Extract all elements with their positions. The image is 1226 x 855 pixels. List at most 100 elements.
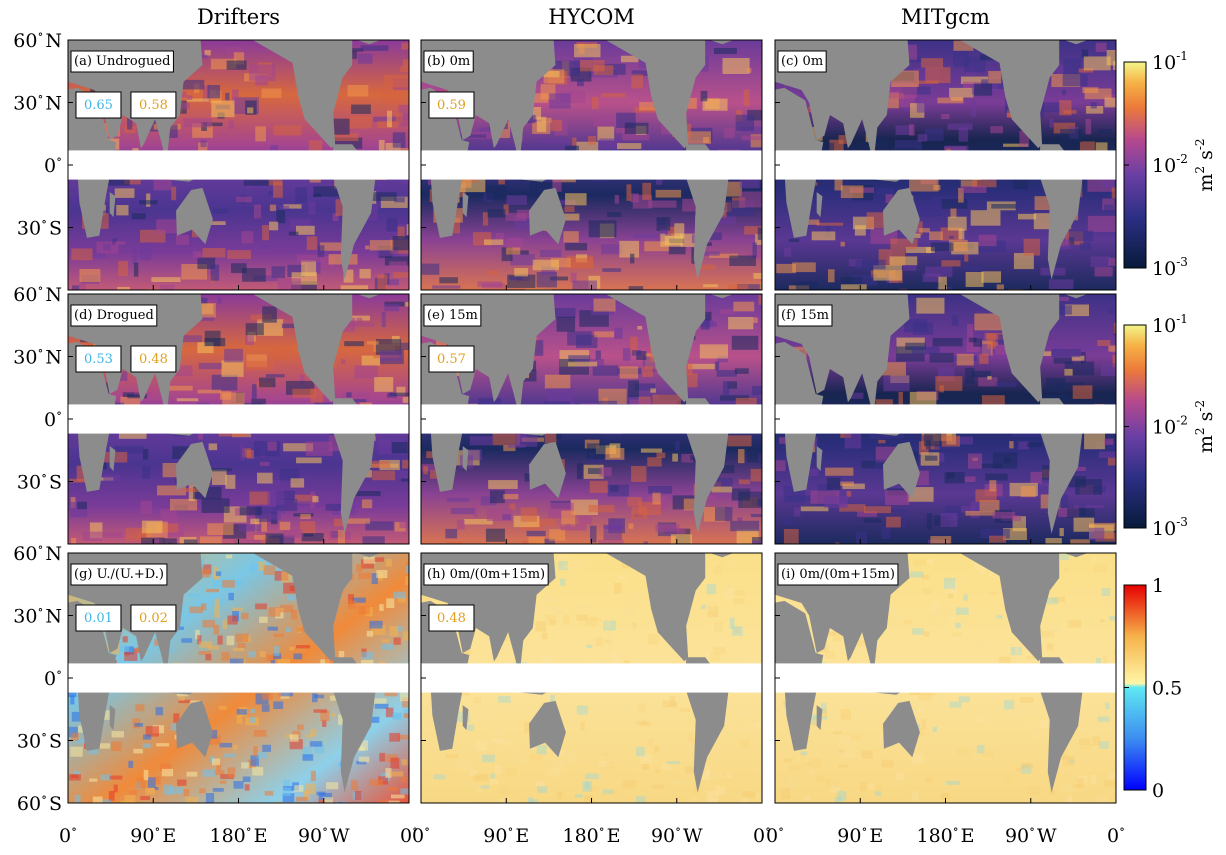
field-cell bbox=[639, 722, 652, 726]
field-cell bbox=[815, 775, 825, 781]
field-cell bbox=[1031, 729, 1044, 740]
field-cell bbox=[751, 540, 762, 544]
field-cell bbox=[644, 241, 670, 252]
field-cell bbox=[232, 744, 238, 750]
field-cell bbox=[536, 745, 547, 755]
australia-landmass bbox=[529, 187, 566, 245]
stat-value-orange: 0.57 bbox=[437, 352, 466, 367]
stat-box bbox=[130, 604, 177, 632]
north-america-landmass bbox=[252, 553, 353, 662]
field-cell bbox=[119, 368, 128, 381]
field-cell bbox=[746, 706, 753, 714]
field-cell bbox=[487, 270, 499, 276]
field-cell bbox=[199, 641, 213, 648]
field-cell bbox=[559, 578, 566, 586]
field-cell bbox=[253, 746, 258, 757]
field-cell bbox=[477, 713, 489, 720]
field-cell bbox=[728, 316, 754, 330]
field-cell bbox=[214, 598, 220, 608]
field-cell bbox=[604, 638, 614, 647]
field-cell bbox=[839, 735, 851, 746]
field-cell bbox=[890, 238, 918, 250]
field-cell bbox=[911, 753, 924, 764]
australia-landmass bbox=[529, 441, 566, 499]
field-cell bbox=[378, 776, 389, 785]
field-cell bbox=[840, 185, 864, 199]
field-cell bbox=[402, 177, 409, 185]
field-cell bbox=[627, 624, 640, 630]
field-cell bbox=[1101, 588, 1111, 597]
field-cell bbox=[269, 204, 277, 212]
field-cell bbox=[117, 286, 130, 290]
field-cell bbox=[985, 473, 1008, 481]
field-cell bbox=[377, 274, 388, 290]
field-cell bbox=[826, 780, 839, 788]
field-cell bbox=[261, 704, 270, 712]
field-cell bbox=[348, 594, 354, 605]
panel-field bbox=[68, 40, 409, 290]
field-cell bbox=[822, 709, 828, 717]
field-cell bbox=[388, 800, 400, 803]
field-cell bbox=[131, 213, 146, 220]
field-cell bbox=[193, 251, 201, 259]
field-cell bbox=[894, 139, 922, 150]
field-cell bbox=[394, 470, 409, 479]
field-cell bbox=[249, 491, 271, 505]
field-cell bbox=[283, 204, 302, 209]
greenland-landmass bbox=[1063, 553, 1088, 558]
field-cell bbox=[591, 96, 599, 109]
field-cell bbox=[544, 614, 557, 622]
field-cell bbox=[374, 557, 385, 562]
field-cell bbox=[143, 734, 152, 740]
stat-box bbox=[130, 345, 177, 373]
field-cell bbox=[337, 530, 345, 544]
lon-tick-label: 0∘ bbox=[59, 822, 77, 847]
field-cell bbox=[629, 399, 652, 406]
field-cell bbox=[925, 266, 953, 278]
field-cell bbox=[611, 789, 617, 796]
field-cell bbox=[989, 569, 994, 578]
field-cell bbox=[246, 360, 274, 371]
panel-field bbox=[68, 553, 409, 803]
panel-field bbox=[421, 294, 762, 544]
field-cell bbox=[670, 779, 684, 784]
field-cell bbox=[802, 762, 813, 767]
field-cell bbox=[747, 446, 762, 463]
field-cell bbox=[944, 472, 965, 484]
field-cell bbox=[783, 528, 799, 544]
stat-box bbox=[428, 604, 475, 632]
field-cell bbox=[236, 709, 247, 715]
field-cell bbox=[793, 507, 801, 517]
field-cell bbox=[365, 245, 370, 250]
field-cell bbox=[474, 774, 489, 782]
field-cell bbox=[634, 720, 648, 725]
field-cell bbox=[387, 392, 398, 398]
field-cell bbox=[250, 518, 260, 525]
field-cell bbox=[283, 779, 291, 787]
stat-box bbox=[75, 345, 122, 373]
field-cell bbox=[384, 304, 400, 312]
field-cell bbox=[232, 647, 245, 652]
field-cell bbox=[913, 558, 926, 566]
field-cell bbox=[587, 136, 597, 145]
field-cell bbox=[139, 200, 158, 205]
field-cell bbox=[838, 764, 848, 768]
madagascar-landmass bbox=[462, 446, 469, 472]
field-cell bbox=[961, 505, 976, 513]
field-cell bbox=[552, 175, 562, 192]
field-cell bbox=[1014, 705, 1028, 716]
field-cell bbox=[323, 797, 334, 803]
panel-label: (b) 0m bbox=[427, 54, 470, 69]
north-america-landmass bbox=[605, 40, 706, 149]
field-cell bbox=[1013, 253, 1034, 270]
field-cell bbox=[331, 713, 337, 717]
field-cell bbox=[741, 135, 762, 141]
field-cell bbox=[1023, 238, 1041, 256]
field-cell bbox=[918, 691, 932, 701]
field-cell bbox=[825, 651, 835, 659]
field-cell bbox=[607, 484, 629, 497]
field-cell bbox=[332, 213, 339, 222]
field-cell bbox=[393, 591, 406, 599]
field-cell bbox=[848, 392, 864, 399]
field-cell bbox=[857, 511, 878, 517]
